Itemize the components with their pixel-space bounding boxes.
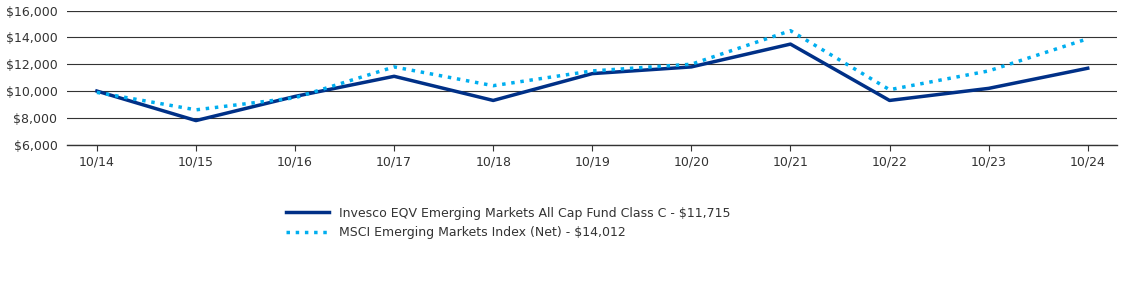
- Legend: Invesco EQV Emerging Markets All Cap Fund Class C - $11,715, MSCI Emerging Marke: Invesco EQV Emerging Markets All Cap Fun…: [281, 202, 736, 244]
